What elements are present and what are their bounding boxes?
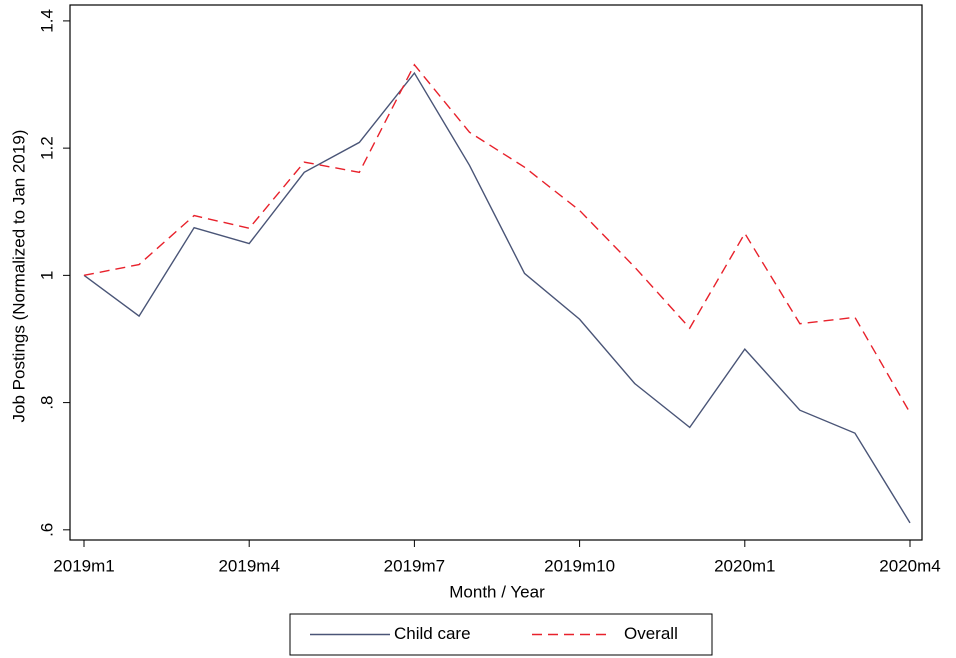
plot-frame	[69, 4, 923, 541]
series-line	[83, 63, 911, 414]
x-axis-title: Month / Year	[449, 582, 545, 601]
y-tick-label: 1.4	[37, 9, 56, 33]
y-tick-label: 1.2	[37, 136, 56, 160]
x-tick-label: 2019m1	[53, 556, 114, 575]
x-tick-label: 2020m1	[714, 556, 775, 575]
legend-label: Overall	[624, 624, 678, 643]
x-tick-label: 2019m7	[384, 556, 445, 575]
series-line	[83, 71, 911, 524]
y-tick-label: 1	[37, 271, 56, 280]
x-tick-label: 2019m10	[544, 556, 615, 575]
x-tick-label: 2020m4	[879, 556, 940, 575]
x-tick-label: 2019m4	[218, 556, 279, 575]
y-tick-label: .6	[37, 523, 56, 537]
legend-label: Child care	[394, 624, 471, 643]
y-tick-label: .8	[37, 395, 56, 409]
y-axis-title: Job Postings (Normalized to Jan 2019)	[9, 130, 28, 423]
